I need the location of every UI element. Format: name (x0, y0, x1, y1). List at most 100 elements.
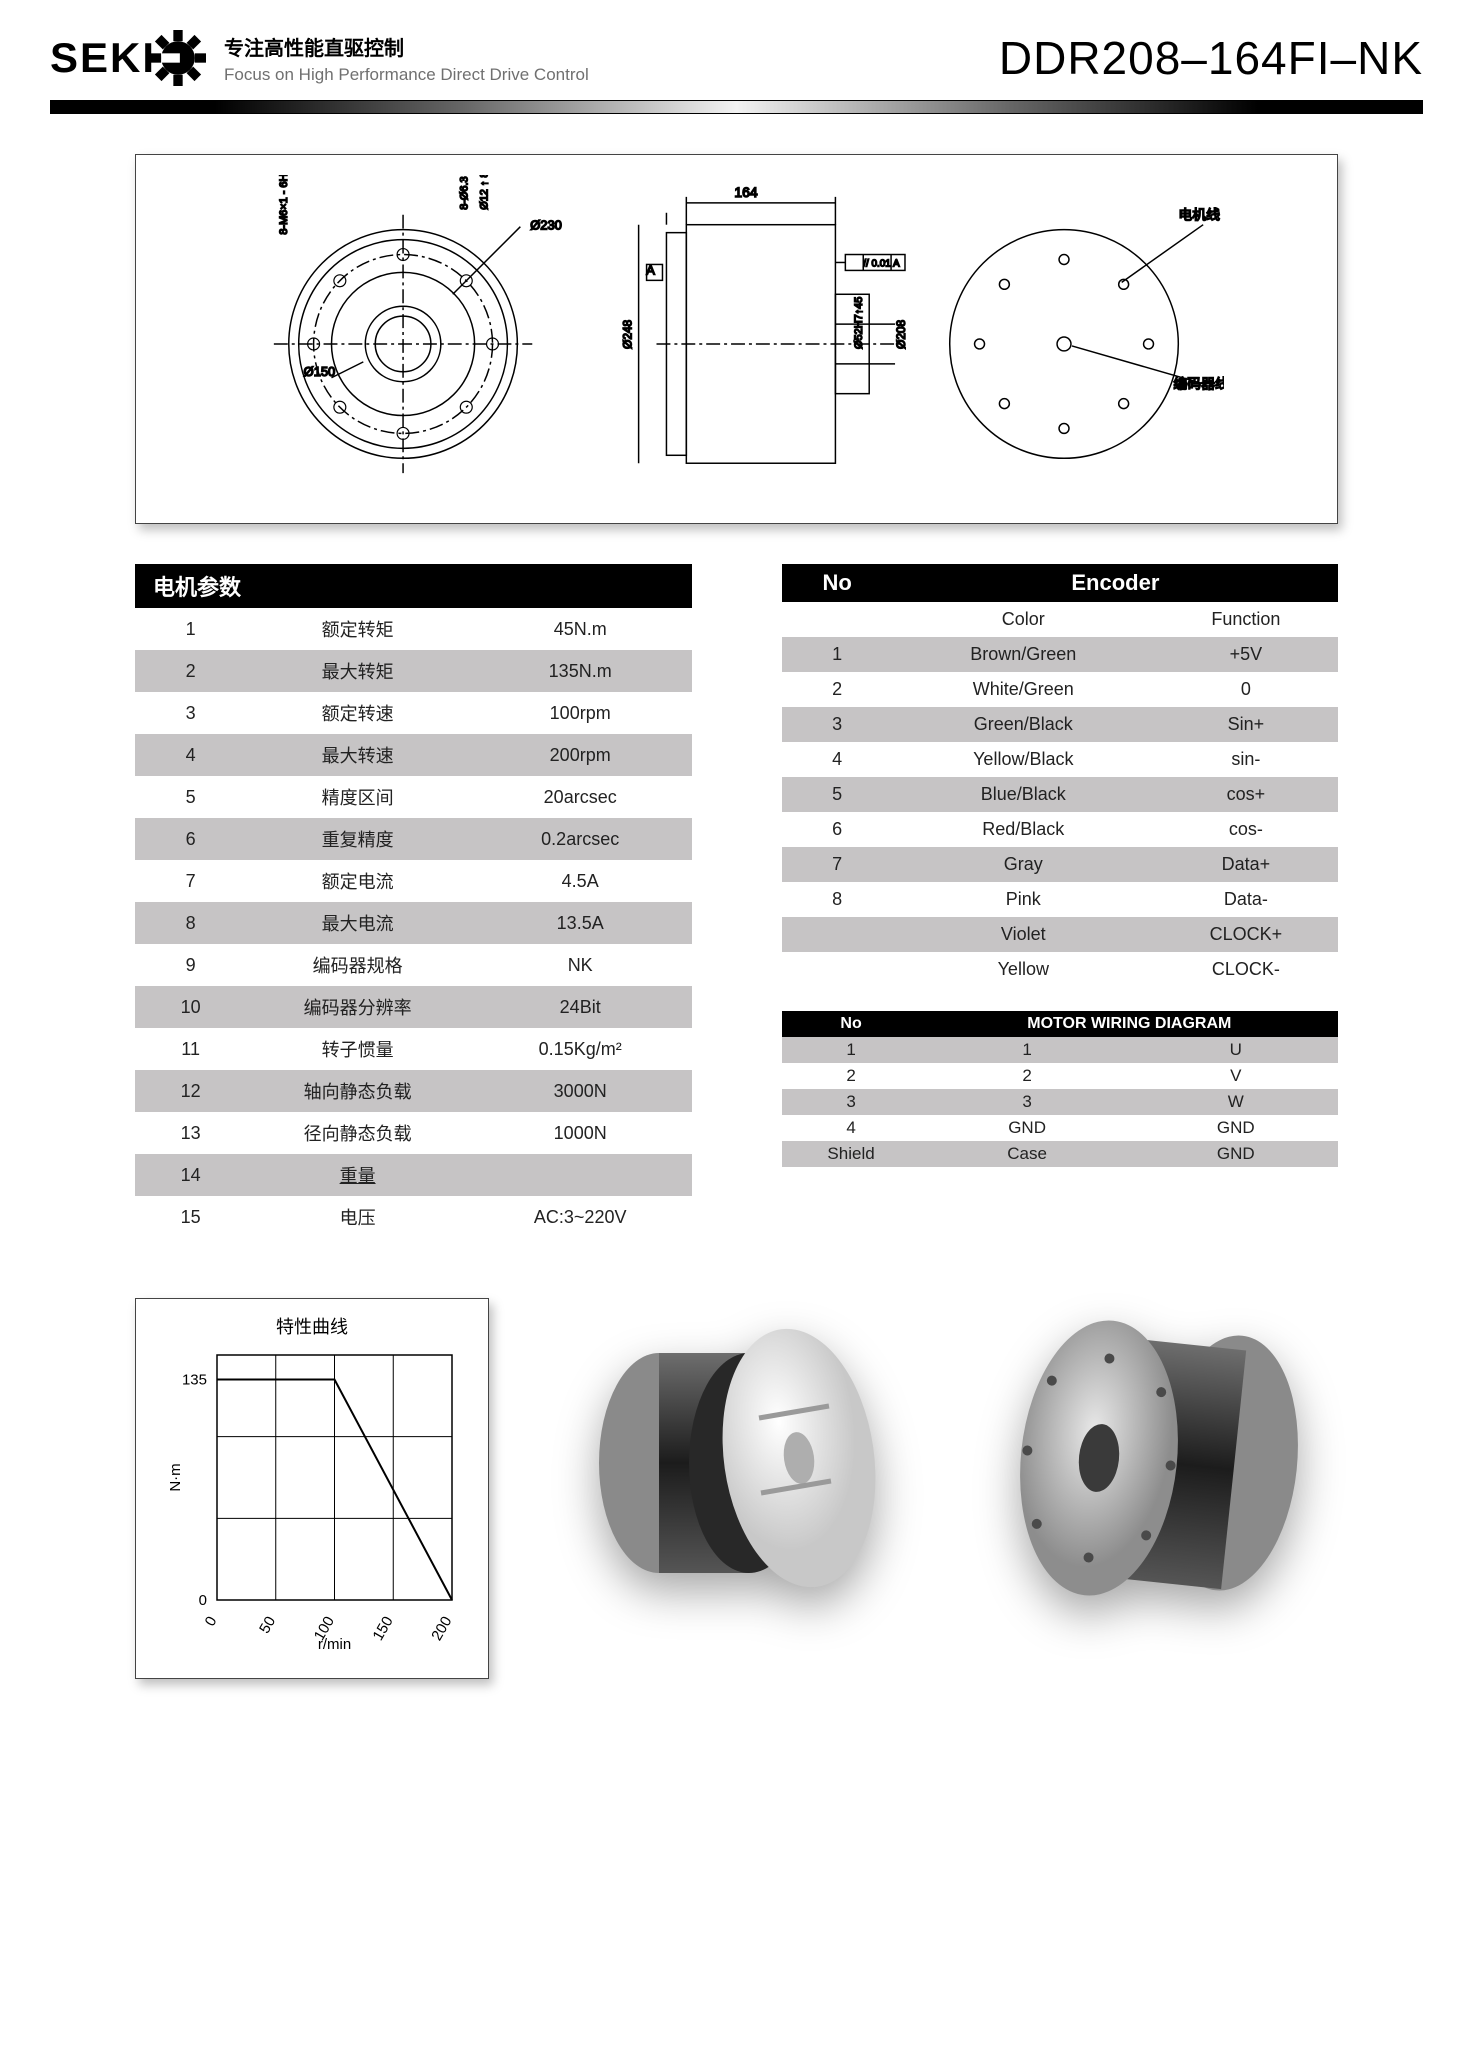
params-name: 轴向静态负载 (246, 1070, 469, 1112)
wiring-b: 2 (921, 1063, 1134, 1089)
encoder-color: Gray (893, 847, 1154, 882)
params-row: 7额定电流4.5A (135, 860, 692, 902)
svg-text:0: 0 (202, 1614, 221, 1630)
params-num: 4 (135, 734, 246, 776)
params-table: 电机参数 1额定转矩45N.m2最大转矩135N.m3额定转速100rpm4最大… (135, 564, 692, 1238)
params-num: 13 (135, 1112, 246, 1154)
svg-text:0: 0 (199, 1592, 207, 1609)
encoder-row: 8PinkData- (782, 882, 1339, 917)
params-val: 13.5A (469, 902, 692, 944)
encoder-row: 1Brown/Green+5V (782, 637, 1339, 672)
wiring-b: 1 (921, 1037, 1134, 1063)
length-label: 164 (735, 184, 758, 200)
wiring-b: 3 (921, 1089, 1134, 1115)
params-name: 最大转速 (246, 734, 469, 776)
model-number: DDR208–164FI–NK (999, 31, 1423, 85)
params-num: 9 (135, 944, 246, 986)
params-num: 15 (135, 1196, 246, 1238)
params-row: 4最大转速200rpm (135, 734, 692, 776)
wiring-c: GND (1134, 1141, 1338, 1167)
params-name: 最大电流 (246, 902, 469, 944)
params-name: 编码器分辨率 (246, 986, 469, 1028)
params-val: 200rpm (469, 734, 692, 776)
params-val: 135N.m (469, 650, 692, 692)
hole-note: 8-Ø6.3 通孔 (458, 175, 471, 210)
wiring-row: 11U (782, 1037, 1339, 1063)
logo: SEKI (50, 30, 206, 86)
encoder-func: Sin+ (1154, 707, 1338, 742)
params-name: 重量 (246, 1154, 469, 1196)
encoder-no: 2 (782, 672, 893, 707)
encoder-color: Yellow (893, 952, 1154, 987)
wiring-row: ShieldCaseGND (782, 1141, 1339, 1167)
encoder-color: Green/Black (893, 707, 1154, 742)
encoder-color: Blue/Black (893, 777, 1154, 812)
encoder-row: 7GrayData+ (782, 847, 1339, 882)
encoder-no: 7 (782, 847, 893, 882)
params-num: 10 (135, 986, 246, 1028)
encoder-no (782, 917, 893, 952)
encoder-subheader: ColorFunction (782, 602, 1339, 637)
cable-encoder-label: 编码器线 (1174, 376, 1224, 392)
params-name: 电压 (246, 1196, 469, 1238)
wiring-b: Case (921, 1141, 1134, 1167)
wiring-a: 1 (782, 1037, 921, 1063)
params-val: 3000N (469, 1070, 692, 1112)
bolt-note: 8-M6×1 - 6H↑17.1 (278, 175, 290, 235)
svg-text:135: 135 (182, 1372, 207, 1389)
encoder-row: VioletCLOCK+ (782, 917, 1339, 952)
params-name: 额定转矩 (246, 608, 469, 650)
params-name: 精度区间 (246, 776, 469, 818)
params-row: 12轴向静态负载3000N (135, 1070, 692, 1112)
svg-text:r/min: r/min (318, 1636, 351, 1653)
wiring-a: Shield (782, 1141, 921, 1167)
header: SEKI (50, 30, 1423, 100)
wiring-c: U (1134, 1037, 1338, 1063)
hub-note: Ø12 ↑ 8 (479, 175, 491, 210)
encoder-func: cos+ (1154, 777, 1338, 812)
params-val (469, 1154, 692, 1196)
encoder-table: No Encoder ColorFunction1Brown/Green+5V2… (782, 564, 1339, 987)
params-row: 10编码器分辨率24Bit (135, 986, 692, 1028)
encoder-color: Violet (893, 917, 1154, 952)
wiring-row: 33W (782, 1089, 1339, 1115)
encoder-row: YellowCLOCK- (782, 952, 1339, 987)
encoder-color: Brown/Green (893, 637, 1154, 672)
svg-text:200: 200 (428, 1614, 455, 1644)
wiring-th-no: No (782, 1011, 921, 1037)
params-row: 9编码器规格NK (135, 944, 692, 986)
encoder-color: White/Green (893, 672, 1154, 707)
characteristic-chart: 特性曲线 0501001502000135N·mr/min (135, 1298, 489, 1679)
params-val: 20arcsec (469, 776, 692, 818)
params-row: 2最大转矩135N.m (135, 650, 692, 692)
encoder-sub-func: Function (1154, 602, 1338, 637)
encoder-no: 3 (782, 707, 893, 742)
gear-icon (150, 30, 206, 86)
datum-label: A (647, 262, 656, 277)
wiring-c: V (1134, 1063, 1338, 1089)
params-num: 14 (135, 1154, 246, 1196)
params-row: 1额定转矩45N.m (135, 608, 692, 650)
shaft-note: Ø52H7↑45 (854, 297, 866, 349)
params-val: 0.2arcsec (469, 818, 692, 860)
params-row: 14重量 (135, 1154, 692, 1196)
params-name: 最大转矩 (246, 650, 469, 692)
wiring-c: W (1134, 1089, 1338, 1115)
engineering-drawing: Ø230 Ø150 8-M6×1 - 6H↑17.1 8-Ø6.3 通孔 Ø12… (135, 154, 1338, 524)
bottom-row: 特性曲线 0501001502000135N·mr/min (135, 1298, 1338, 1679)
encoder-no: 1 (782, 637, 893, 672)
encoder-func: Data- (1154, 882, 1338, 917)
encoder-row: 4Yellow/Blacksin- (782, 742, 1339, 777)
logo-text: SEKI (50, 34, 156, 82)
wiring-th-title: MOTOR WIRING DIAGRAM (921, 1011, 1338, 1037)
params-val: 0.15Kg/m² (469, 1028, 692, 1070)
encoder-func: sin- (1154, 742, 1338, 777)
encoder-color: Red/Black (893, 812, 1154, 847)
header-left: SEKI (50, 30, 589, 86)
params-num: 8 (135, 902, 246, 944)
wiring-row: 4GNDGND (782, 1115, 1339, 1141)
svg-text:N·m: N·m (167, 1463, 184, 1491)
slogan-cn: 专注高性能直驱控制 (224, 32, 589, 61)
params-name: 径向静态负载 (246, 1112, 469, 1154)
encoder-color: Pink (893, 882, 1154, 917)
